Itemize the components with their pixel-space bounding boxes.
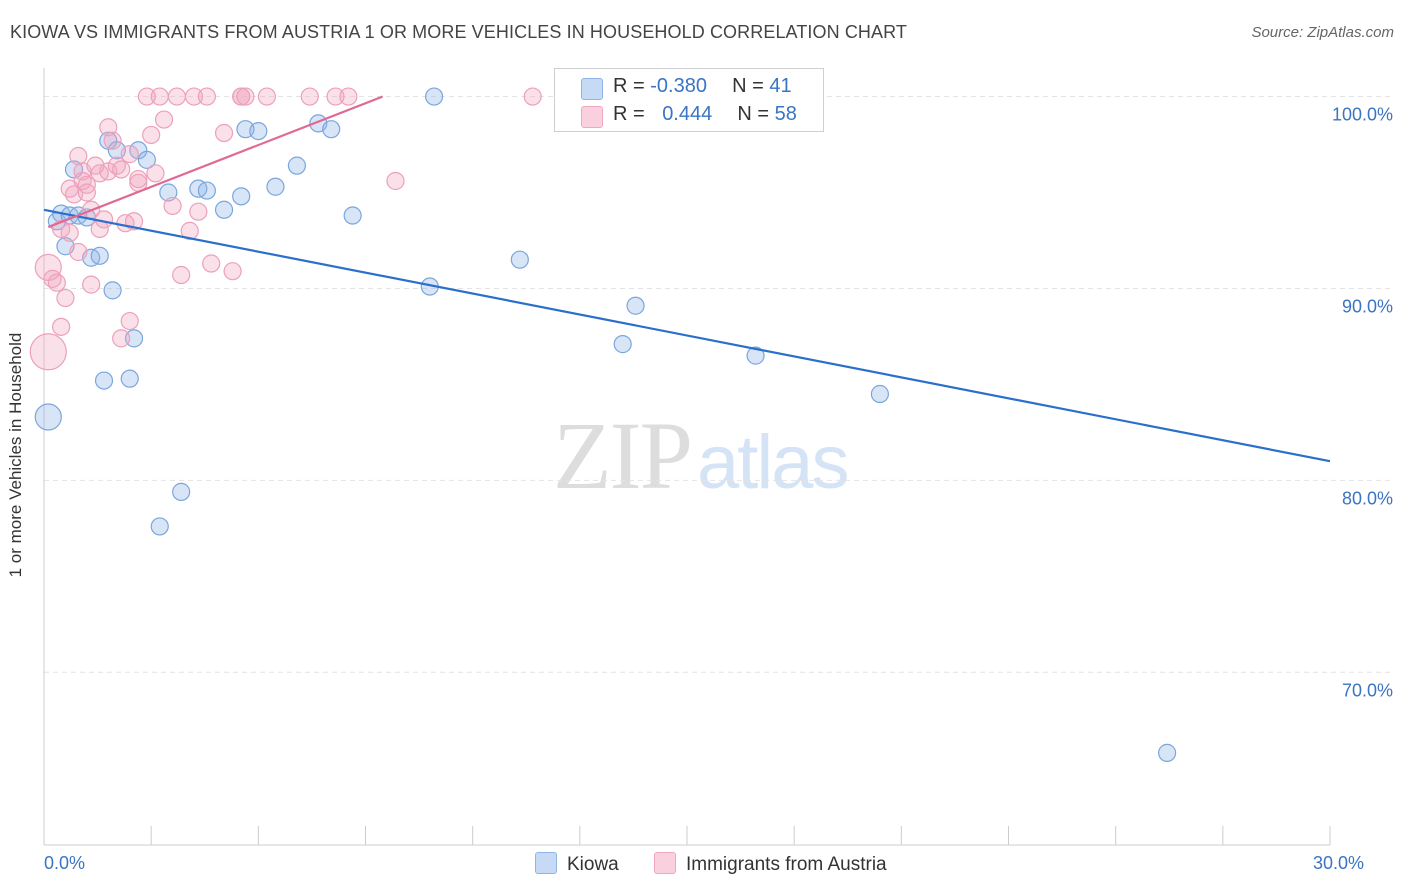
- point-austria: [214, 123, 234, 143]
- point-kiowa: [214, 200, 234, 219]
- bottom-legend-label-austria: Immigrants from Austria: [686, 854, 887, 875]
- point-austria: [167, 87, 186, 106]
- point-austria: [82, 275, 101, 294]
- point-austria: [129, 169, 148, 189]
- point-austria: [103, 131, 122, 150]
- point-austria: [232, 87, 251, 106]
- point-austria: [189, 202, 208, 221]
- point-kiowa: [613, 335, 632, 354]
- legend-swatch-austria: [581, 106, 603, 128]
- legend-r-label: R =: [613, 75, 651, 97]
- watermark: ZIPatlas: [553, 400, 850, 511]
- point-austria: [69, 242, 88, 262]
- point-austria: [197, 87, 216, 106]
- legend-swatch-kiowa: [581, 78, 603, 100]
- point-kiowa: [103, 281, 122, 300]
- legend-n-label: N =: [737, 103, 775, 125]
- point-austria: [47, 273, 66, 292]
- point-austria: [326, 87, 345, 106]
- point-kiowa: [197, 181, 216, 200]
- bottom-legend-kiowa: Kiowa: [535, 852, 619, 876]
- legend-n-value: 58: [774, 103, 797, 125]
- point-austria: [163, 196, 182, 216]
- watermark-zip: ZIP: [553, 402, 693, 509]
- point-kiowa: [34, 403, 62, 431]
- point-kiowa: [626, 296, 645, 315]
- x-tick-label: 30.0%: [1313, 853, 1364, 873]
- point-kiowa: [137, 150, 156, 169]
- point-austria: [60, 223, 79, 242]
- point-austria: [29, 333, 67, 371]
- point-austria: [339, 87, 358, 106]
- point-kiowa: [322, 120, 341, 139]
- chart-title: KIOWA VS IMMIGRANTS FROM AUSTRIA 1 OR MO…: [10, 22, 907, 42]
- watermark-atlas: atlas: [697, 420, 850, 505]
- point-austria: [69, 146, 88, 166]
- point-kiowa: [94, 371, 114, 390]
- trend-line-austria: [47, 95, 384, 229]
- bottom-legend-label-kiowa: Kiowa: [567, 854, 619, 875]
- point-kiowa: [249, 121, 268, 141]
- point-austria: [77, 183, 96, 202]
- point-austria: [172, 265, 191, 285]
- point-austria: [112, 160, 131, 179]
- bottom-legend-swatch-austria: [654, 852, 676, 874]
- y-tick-label: 100.0%: [1332, 105, 1393, 125]
- legend-r-value: 0.444: [662, 103, 713, 125]
- point-austria: [120, 311, 139, 331]
- point-austria: [223, 262, 242, 281]
- point-austria: [150, 87, 169, 106]
- source-label: Source: ZipAtlas.com: [1251, 24, 1394, 41]
- point-kiowa: [287, 156, 307, 175]
- point-kiowa: [150, 517, 169, 536]
- point-austria: [52, 317, 71, 336]
- point-austria: [137, 87, 156, 106]
- y-tick-label: 80.0%: [1342, 488, 1393, 508]
- x-tick-label: 0.0%: [44, 853, 85, 873]
- correlation-legend: R = -0.380 N = 41 R = 0.444 N = 58: [554, 68, 824, 132]
- legend-r-value: -0.380: [650, 75, 707, 97]
- point-austria: [146, 164, 165, 183]
- legend-r-label: R =: [613, 103, 651, 125]
- legend-n-value: 41: [769, 75, 792, 97]
- point-austria: [112, 329, 131, 348]
- trend-line-kiowa: [43, 208, 1331, 463]
- point-austria: [99, 118, 118, 137]
- bottom-legend-swatch-kiowa: [535, 852, 557, 874]
- point-kiowa: [172, 482, 191, 501]
- point-kiowa: [159, 183, 178, 202]
- point-kiowa: [1158, 743, 1177, 762]
- point-kiowa: [424, 87, 444, 106]
- point-kiowa: [343, 206, 362, 225]
- y-tick-label: 90.0%: [1342, 296, 1393, 316]
- point-austria: [142, 125, 161, 145]
- point-kiowa: [510, 250, 529, 269]
- point-austria: [154, 110, 174, 129]
- point-austria: [257, 87, 277, 106]
- point-kiowa: [870, 384, 890, 404]
- point-austria: [523, 87, 542, 106]
- point-austria: [202, 254, 221, 273]
- point-austria: [56, 288, 75, 308]
- point-kiowa: [232, 187, 251, 206]
- point-kiowa: [90, 246, 109, 265]
- point-austria: [120, 145, 139, 164]
- point-kiowa: [124, 329, 144, 348]
- point-austria: [77, 175, 96, 194]
- bottom-legend-austria: Immigrants from Austria: [654, 852, 887, 876]
- legend-n-label: N =: [732, 75, 770, 97]
- point-kiowa: [746, 346, 765, 365]
- point-kiowa: [120, 369, 139, 388]
- point-austria: [386, 171, 405, 191]
- point-austria: [184, 87, 204, 106]
- point-austria: [300, 87, 319, 106]
- y-tick-label: 70.0%: [1342, 680, 1393, 700]
- point-kiowa: [266, 177, 285, 196]
- point-austria: [236, 87, 255, 106]
